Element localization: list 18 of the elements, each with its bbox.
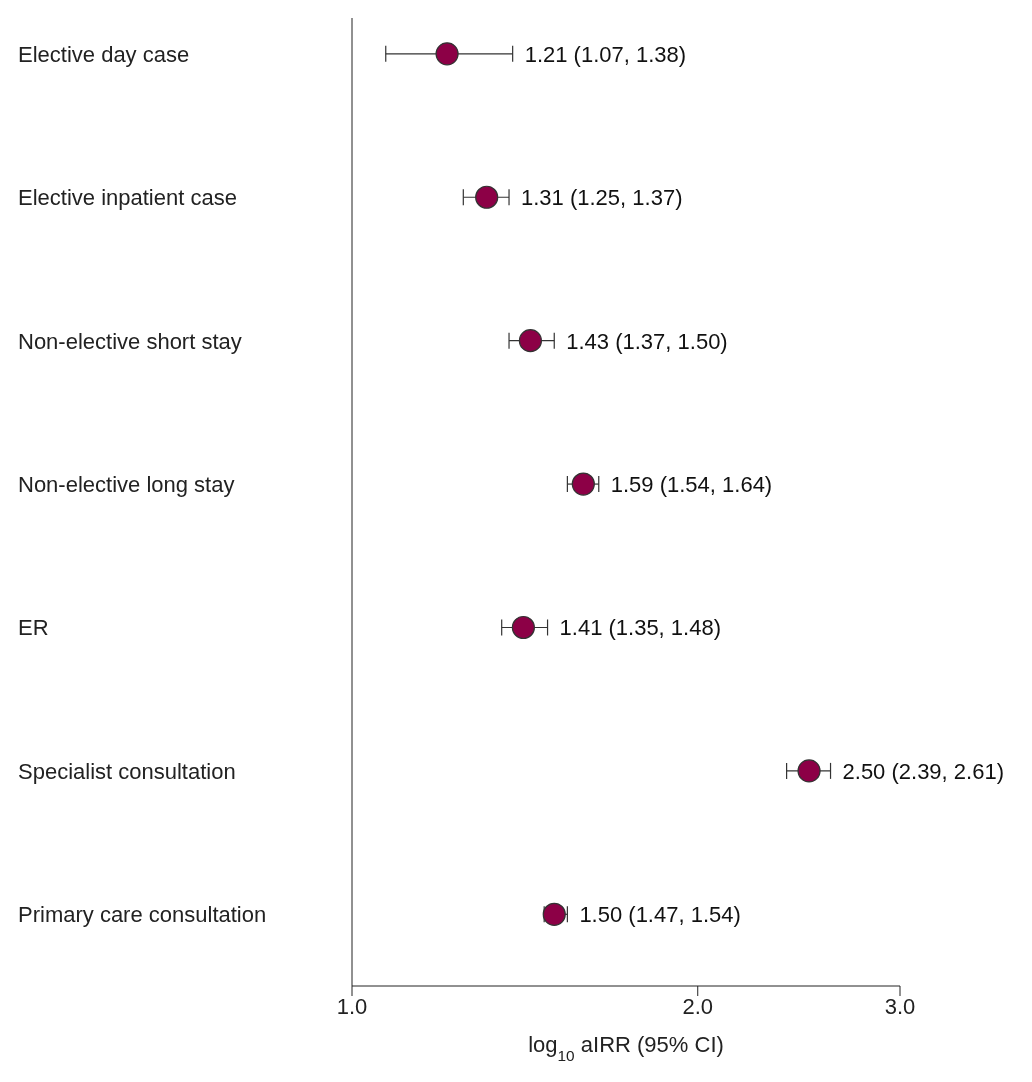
x-tick-label: 2.0: [682, 993, 714, 1019]
data-label: 1.50 (1.47, 1.54): [579, 902, 741, 928]
y-tick-label: Non-elective short stay: [18, 328, 242, 354]
data-label: 1.31 (1.25, 1.37): [521, 185, 683, 211]
data-label: 1.43 (1.37, 1.50): [566, 328, 728, 354]
data-label: 2.50 (2.39, 2.61): [842, 758, 1004, 784]
data-label: 1.41 (1.35, 1.48): [559, 615, 722, 641]
y-tick-label: Elective inpatient case: [18, 185, 237, 211]
x-axis-title: log$_{10}$ aIRR (95% CI): [528, 1032, 724, 1064]
data-label: 1.59 (1.54, 1.64): [610, 472, 773, 498]
x-tick-label: 3.0: [884, 993, 916, 1019]
y-tick-label: Elective day case: [18, 41, 190, 67]
y-tick-label: Primary care consultation: [18, 902, 267, 928]
y-tick-label: Non-elective long stay: [18, 472, 235, 498]
y-tick-label: Specialist consultation: [18, 758, 236, 784]
x-tick-label: 1.0: [336, 993, 368, 1019]
y-tick-label: ER: [18, 615, 49, 641]
data-label: 1.21 (1.07, 1.38): [524, 41, 687, 67]
